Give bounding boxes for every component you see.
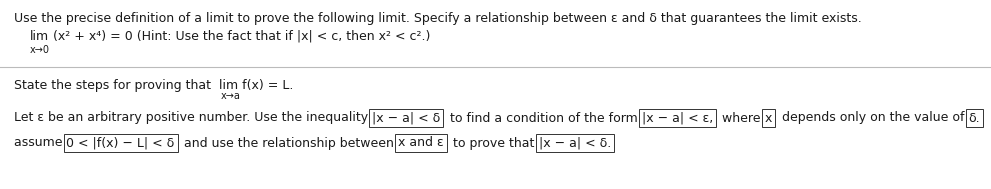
- Text: δ.: δ.: [968, 112, 980, 125]
- Text: and use the relationship between: and use the relationship between: [180, 136, 398, 149]
- Text: to prove that: to prove that: [449, 136, 539, 149]
- Text: Use the precise definition of a limit to prove the following limit. Specify a re: Use the precise definition of a limit to…: [14, 12, 862, 25]
- Text: x→0: x→0: [30, 45, 50, 55]
- Text: x→a: x→a: [221, 91, 241, 101]
- Text: lim: lim: [30, 29, 50, 43]
- Text: where: where: [718, 112, 765, 125]
- Text: x: x: [765, 112, 772, 125]
- Text: |x − a| < ε,: |x − a| < ε,: [642, 112, 713, 125]
- Text: State the steps for proving that  lim f(x) = L.: State the steps for proving that lim f(x…: [14, 79, 293, 92]
- Text: Then, for any ε > 0,: Then, for any ε > 0,: [986, 112, 991, 125]
- Text: Let ε be an arbitrary positive number. Use the inequality: Let ε be an arbitrary positive number. U…: [14, 112, 373, 125]
- Text: 0 < |f(x) − L| < δ: 0 < |f(x) − L| < δ: [66, 136, 174, 149]
- Text: assume: assume: [14, 136, 66, 149]
- Text: |x − a| < δ: |x − a| < δ: [373, 112, 440, 125]
- Text: |x − a| < δ.: |x − a| < δ.: [539, 136, 611, 149]
- Text: (x² + x⁴) = 0 (Hint: Use the fact that if |x| < c, then x² < c².): (x² + x⁴) = 0 (Hint: Use the fact that i…: [54, 29, 430, 43]
- Text: to find a condition of the form: to find a condition of the form: [446, 112, 642, 125]
- Text: x and ε: x and ε: [398, 136, 444, 149]
- Text: depends only on the value of: depends only on the value of: [778, 112, 968, 125]
